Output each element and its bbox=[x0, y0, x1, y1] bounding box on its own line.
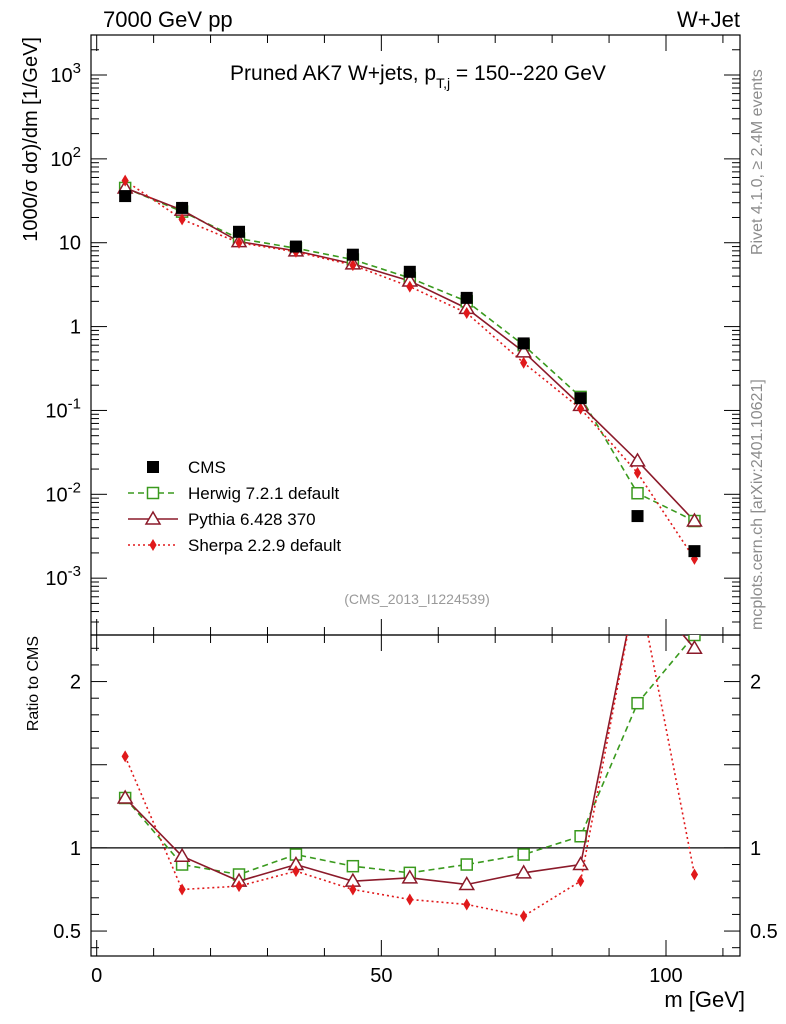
marker-cms bbox=[289, 240, 302, 253]
ratio-y-axis-label: Ratio to CMS bbox=[25, 636, 42, 731]
marker-sherpa bbox=[406, 280, 414, 293]
marker-pythia bbox=[572, 856, 589, 871]
ratio-tick-label-right: 0.5 bbox=[750, 921, 778, 943]
legend-item: Sherpa 2.2.9 default bbox=[128, 536, 341, 555]
marker-sherpa bbox=[178, 883, 186, 896]
ratio-line bbox=[124, 635, 696, 917]
marker-sherpa bbox=[520, 356, 528, 369]
y-tick-label: 103 bbox=[50, 60, 81, 87]
x-tick-label: 0 bbox=[91, 965, 102, 987]
marker-cms bbox=[403, 265, 416, 278]
series-layer bbox=[116, 174, 703, 565]
marker-sherpa bbox=[235, 880, 243, 893]
ratio-series-layer bbox=[116, 635, 703, 923]
marker-herwig bbox=[631, 696, 644, 710]
marker-pythia bbox=[401, 869, 419, 884]
marker-herwig bbox=[460, 858, 473, 871]
marker-pythia bbox=[458, 875, 476, 891]
marker-herwig bbox=[574, 829, 587, 843]
chart-title: Pruned AK7 W+jets, pT,j = 150--220 GeV bbox=[230, 62, 606, 91]
marker-cms bbox=[517, 337, 530, 350]
marker-sherpa bbox=[121, 750, 129, 763]
marker-sherpa bbox=[349, 259, 357, 272]
marker-pythia bbox=[515, 864, 532, 879]
y-tick-label: 10 bbox=[59, 233, 81, 255]
marker-sherpa bbox=[178, 213, 186, 226]
axes-ticks: 0 50 100 10-3 10-2 10-1 1 10 102 103 0.5 0.5 1 1 2 2 bbox=[45, 34, 778, 987]
ratio-tick-label-right: 2 bbox=[750, 672, 761, 694]
marker-cms bbox=[233, 225, 246, 238]
marker-pythia bbox=[173, 847, 191, 862]
marker-pythia bbox=[686, 639, 703, 655]
y-tick-label: 10-1 bbox=[45, 395, 81, 422]
x-tick-label: 100 bbox=[649, 965, 682, 987]
marker-sherpa bbox=[406, 893, 414, 906]
legend-label: CMS bbox=[188, 458, 226, 477]
marker-herwig bbox=[146, 486, 160, 500]
legend-label: Pythia 6.428 370 bbox=[188, 510, 316, 529]
marker-pythia bbox=[144, 510, 162, 525]
marker-sherpa bbox=[149, 539, 157, 551]
marker-sherpa bbox=[576, 402, 585, 415]
marker-sherpa bbox=[463, 307, 471, 320]
marker-cms bbox=[631, 510, 644, 523]
legend-item: CMS bbox=[147, 458, 226, 477]
marker-cms bbox=[574, 392, 587, 405]
marker-pythia bbox=[686, 512, 703, 527]
marker-herwig bbox=[688, 635, 701, 642]
y-tick-label: 1 bbox=[70, 317, 81, 339]
header-left: 7000 GeV pp bbox=[103, 7, 233, 32]
header-right: W+Jet bbox=[677, 7, 740, 32]
marker-sherpa bbox=[349, 883, 357, 896]
y-tick-label: 10-3 bbox=[45, 563, 81, 590]
ratio-tick-label: 0.5 bbox=[53, 921, 81, 943]
marker-herwig bbox=[517, 848, 530, 861]
marker-sherpa bbox=[633, 466, 642, 479]
legend: CMS Herwig 7.2.1 default Pythia 6.428 370 S… bbox=[128, 458, 341, 555]
marker-sherpa bbox=[576, 875, 585, 888]
marker-cms bbox=[460, 291, 473, 304]
mcplots-label: mcplots.cern.ch [arXiv:2401.10621] bbox=[749, 379, 766, 630]
ratio-tick-label: 2 bbox=[70, 672, 81, 694]
marker-sherpa bbox=[235, 236, 243, 249]
y-axis-label: 1000/σ dσ)/dm [1/GeV] bbox=[20, 37, 42, 242]
x-tick-label: 50 bbox=[370, 965, 392, 987]
legend-label: Sherpa 2.2.9 default bbox=[188, 536, 341, 555]
marker-sherpa bbox=[463, 898, 471, 911]
ratio-plot-frame bbox=[90, 634, 741, 957]
marker-pythia bbox=[116, 789, 134, 804]
ratio-series-group bbox=[116, 635, 703, 923]
marker-cms bbox=[147, 461, 159, 473]
ratio-tick-label: 1 bbox=[70, 838, 81, 860]
ratio-tick-label-right: 1 bbox=[750, 838, 761, 860]
y-tick-label: 102 bbox=[50, 144, 81, 171]
marker-sherpa bbox=[690, 868, 699, 881]
marker-pythia bbox=[629, 452, 646, 467]
marker-sherpa bbox=[292, 865, 300, 878]
legend-label: Herwig 7.2.1 default bbox=[188, 484, 339, 503]
marker-sherpa bbox=[121, 174, 129, 187]
rivet-label: Rivet 4.1.0, ≥ 2.4M events bbox=[749, 69, 766, 255]
marker-sherpa bbox=[520, 910, 528, 923]
marker-cms bbox=[688, 545, 701, 558]
legend-item: Herwig 7.2.1 default bbox=[128, 484, 339, 503]
marker-cms bbox=[176, 201, 189, 214]
marker-cms bbox=[119, 190, 132, 203]
marker-cms bbox=[346, 248, 359, 261]
marker-herwig bbox=[346, 859, 360, 873]
legend-item: Pythia 6.428 370 bbox=[128, 510, 316, 529]
marker-herwig bbox=[631, 486, 644, 500]
ratio-line bbox=[124, 635, 696, 876]
y-tick-label: 10-2 bbox=[45, 479, 81, 506]
analysis-ref: (CMS_2013_I1224539) bbox=[344, 591, 490, 607]
x-axis-label: m [GeV] bbox=[664, 987, 745, 1012]
